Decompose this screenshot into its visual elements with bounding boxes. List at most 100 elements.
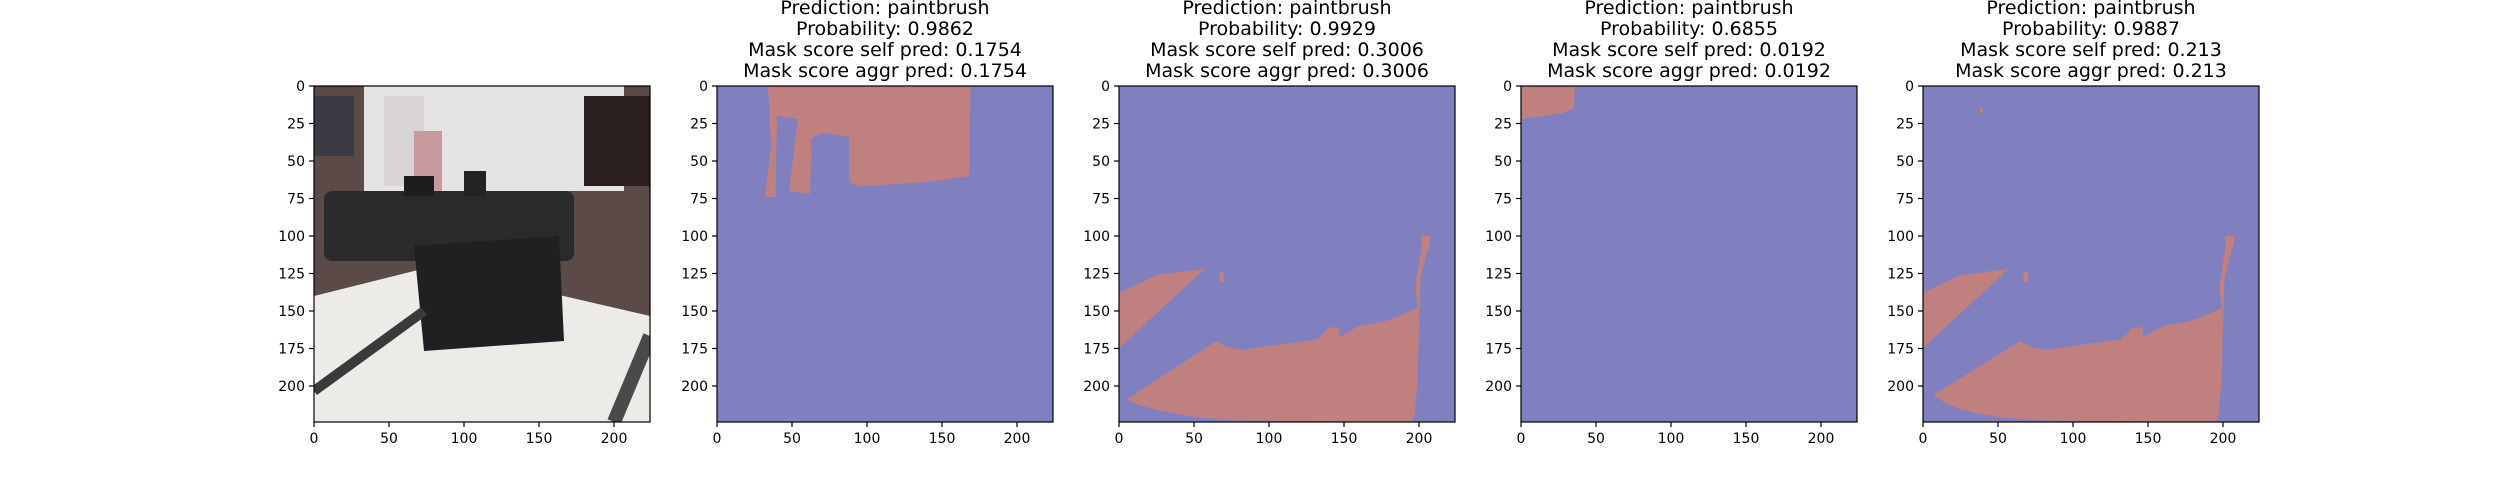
mask-image [1923, 86, 2259, 422]
y-tick-label: 150 [681, 304, 708, 320]
x-tick-label: 150 [929, 431, 956, 447]
axes-frame [1118, 85, 1456, 423]
panel-title-line: Mask score self pred: 0.3006 [1150, 39, 1424, 61]
axes-frame [716, 85, 1054, 423]
panel-title-line: Probability: 0.6855 [1600, 18, 1778, 40]
y-tick-label: 200 [1485, 379, 1512, 395]
mask-region-0 [1521, 86, 1575, 119]
y-tick-label: 125 [1485, 267, 1512, 283]
y-tick-label: 175 [1887, 342, 1914, 358]
panel-title-line: Prediction: paintbrush [1986, 0, 2195, 19]
y-tick-label: 25 [287, 117, 305, 133]
y-tick-label: 200 [1083, 379, 1110, 395]
y-tick-label: 150 [278, 304, 305, 320]
x-tick-label: 200 [1406, 431, 1433, 447]
x-tick-label: 150 [526, 431, 553, 447]
y-tick-label: 100 [1083, 229, 1110, 245]
axes-frame [1922, 85, 2260, 423]
panel-4: 0 50 100 150 200 0 25 50 75 100 125 150 175 200 Predic… [1887, 0, 2260, 447]
y-tick-label: 125 [681, 267, 708, 283]
panel-3: 0 50 100 150 200 0 25 50 75 100 125 150 175 200 Predic… [1485, 0, 1858, 447]
panel-2: 0 50 100 150 200 0 25 50 75 100 125 150 175 200 Predic… [1083, 0, 1456, 447]
mask-region-0 [1923, 269, 2009, 349]
panel-title-line: Mask score aggr pred: 0.0192 [1547, 60, 1831, 82]
y-tick-label: 75 [690, 192, 708, 208]
x-tick-label: 200 [601, 431, 628, 447]
panel-title-line: Probability: 0.9862 [796, 18, 974, 40]
y-tick-label: 50 [690, 154, 708, 170]
y-tick-label: 25 [1092, 117, 1110, 133]
x-tick-label: 200 [2210, 431, 2237, 447]
y-tick-label: 50 [1092, 154, 1110, 170]
panel-0: 0 50 100 150 200 0 25 50 75 100 125 150 175 200 [278, 79, 651, 447]
y-tick-label: 125 [1887, 267, 1914, 283]
panel-title-line: Prediction: paintbrush [1584, 0, 1793, 19]
mask-image [1521, 86, 1857, 422]
y-tick-label: 150 [1083, 304, 1110, 320]
x-tick-label: 100 [854, 431, 881, 447]
y-tick-label: 25 [690, 117, 708, 133]
x-tick-label: 50 [1587, 431, 1605, 447]
y-tick-label: 100 [278, 229, 305, 245]
x-tick-label: 150 [1733, 431, 1760, 447]
x-tick-label: 150 [1331, 431, 1358, 447]
x-tick-label: 50 [1185, 431, 1203, 447]
y-tick-label: 75 [1092, 192, 1110, 208]
panel-title-line: Probability: 0.9929 [1198, 18, 1376, 40]
x-tick-label: 0 [713, 431, 722, 447]
y-tick-label: 100 [681, 229, 708, 245]
mask-region-0 [1119, 269, 1205, 349]
y-tick-label: 175 [278, 342, 305, 358]
panel-title-line: Mask score aggr pred: 0.1754 [743, 60, 1027, 82]
x-tick-label: 200 [1004, 431, 1031, 447]
y-tick-label: 100 [1485, 229, 1512, 245]
y-tick-label: 175 [681, 342, 708, 358]
y-tick-label: 200 [278, 379, 305, 395]
y-tick-label: 175 [1083, 342, 1110, 358]
y-tick-label: 200 [1887, 379, 1914, 395]
x-tick-label: 0 [1517, 431, 1526, 447]
y-tick-label: 0 [1905, 79, 1914, 95]
y-tick-label: 75 [287, 192, 305, 208]
mask-region-1 [1126, 236, 1431, 422]
mask-region-2 [1219, 272, 1224, 283]
y-tick-label: 125 [1083, 267, 1110, 283]
y-tick-label: 200 [681, 379, 708, 395]
y-tick-label: 25 [1896, 117, 1914, 133]
mask-background [1521, 86, 1857, 422]
y-tick-label: 125 [278, 267, 305, 283]
panel-1: 0 50 100 150 200 0 25 50 75 100 125 150 175 200 Predic… [681, 0, 1054, 447]
x-tick-label: 0 [310, 431, 319, 447]
panel-title-line: Prediction: paintbrush [780, 0, 989, 19]
mask-region-1 [1933, 236, 2235, 422]
panel-title-line: Mask score self pred: 0.213 [1960, 39, 2222, 61]
y-tick-label: 100 [1887, 229, 1914, 245]
x-tick-label: 0 [1115, 431, 1124, 447]
y-tick-label: 50 [1494, 154, 1512, 170]
y-tick-label: 0 [699, 79, 708, 95]
mask-image [1119, 86, 1455, 422]
mask-region-3 [1980, 108, 1983, 113]
y-tick-label: 150 [1887, 304, 1914, 320]
mask-image [717, 86, 1053, 422]
y-tick-label: 75 [1896, 192, 1914, 208]
panel-title-line: Prediction: paintbrush [1182, 0, 1391, 19]
x-tick-label: 50 [1989, 431, 2007, 447]
x-tick-label: 100 [451, 431, 478, 447]
x-tick-label: 100 [1256, 431, 1283, 447]
panel-title-line: Mask score self pred: 0.1754 [748, 39, 1022, 61]
panel-title-line: Mask score aggr pred: 0.213 [1955, 60, 2227, 82]
y-tick-label: 0 [296, 79, 305, 95]
y-tick-label: 50 [287, 154, 305, 170]
y-tick-label: 0 [1503, 79, 1512, 95]
axes-frame [1520, 85, 1858, 423]
x-tick-label: 150 [2135, 431, 2162, 447]
panel-title-line: Mask score aggr pred: 0.3006 [1145, 60, 1429, 82]
y-tick-label: 0 [1101, 79, 1110, 95]
mask-region-2 [2023, 272, 2028, 283]
y-tick-label: 50 [1896, 154, 1914, 170]
mask-region-0 [765, 86, 971, 197]
y-tick-label: 175 [1485, 342, 1512, 358]
x-tick-label: 100 [2060, 431, 2087, 447]
